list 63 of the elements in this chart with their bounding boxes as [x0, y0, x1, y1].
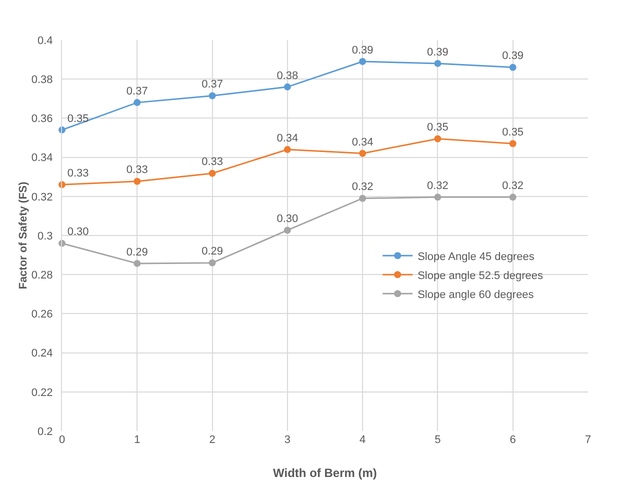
point [208, 259, 216, 266]
point [359, 58, 366, 65]
y-tick-label: 0.38 [31, 74, 53, 86]
data-label: 0.32 [352, 181, 374, 194]
data-label: 0.34 [352, 136, 374, 148]
y-tick-label: 0.24 [31, 348, 53, 360]
point [509, 140, 516, 148]
y-tick-label: 0.26 [31, 308, 53, 321]
data-label: 0.35 [427, 122, 448, 134]
point [509, 194, 516, 201]
point [134, 178, 141, 185]
data-label: 0.32 [427, 180, 448, 192]
point [208, 170, 216, 177]
point [509, 64, 516, 71]
x-tick-label: 5 [434, 434, 441, 446]
data-label: 0.32 [502, 180, 524, 192]
x-tick-label: 4 [360, 434, 366, 446]
y-tick-label: 0.3 [38, 230, 53, 242]
y-tick-label: 0.22 [31, 386, 53, 399]
point [134, 260, 141, 267]
data-label: 0.33 [202, 156, 223, 168]
x-tick-label: 6 [510, 434, 516, 446]
point [359, 194, 366, 202]
point [359, 150, 366, 157]
x-axis-title: Width of Berm (m) [273, 466, 377, 480]
y-tick-label: 0.28 [31, 269, 53, 282]
legend-label: Slope angle 60 degrees [418, 288, 534, 301]
x-tick-label: 0 [58, 434, 66, 446]
y-tick-label: 0.36 [31, 113, 53, 126]
point [208, 92, 216, 100]
y-tick-label: 0.32 [31, 191, 53, 204]
x-tick-label: 1 [134, 434, 140, 446]
data-label: 0.29 [202, 246, 223, 258]
x-tick-label: 2 [209, 434, 216, 446]
y-axis-title: Factor of Safety (FS) [17, 181, 30, 290]
data-label: 0.29 [126, 246, 148, 258]
data-label: 0.39 [427, 46, 448, 58]
y-tick-label: 0.34 [31, 152, 53, 164]
data-label: 0.35 [67, 112, 89, 125]
point [434, 194, 442, 201]
point [434, 135, 442, 142]
data-label: 0.33 [67, 168, 89, 180]
x-tick-label: 3 [284, 434, 290, 446]
y-tick-label: 0.2 [38, 426, 53, 438]
y-tick-label: 0.4 [38, 34, 53, 47]
data-label: 0.38 [276, 70, 298, 82]
point [284, 146, 291, 153]
data-label: 0.34 [276, 132, 298, 144]
data-label: 0.39 [352, 44, 374, 56]
legend-label: Slope angle 52.5 degrees [418, 270, 544, 282]
legend-label: Slope Angle 45 degrees [418, 250, 535, 263]
data-label: 0.35 [502, 126, 524, 138]
point [434, 60, 442, 67]
data-label: 0.37 [202, 78, 223, 91]
point [134, 99, 141, 106]
data-label: 0.30 [67, 226, 89, 238]
data-label: 0.39 [502, 50, 524, 62]
data-label: 0.33 [126, 164, 148, 176]
data-label: 0.30 [276, 213, 298, 226]
point [284, 83, 291, 90]
point [284, 226, 291, 234]
x-tick-label: 7 [584, 434, 592, 446]
data-label: 0.37 [126, 85, 148, 98]
